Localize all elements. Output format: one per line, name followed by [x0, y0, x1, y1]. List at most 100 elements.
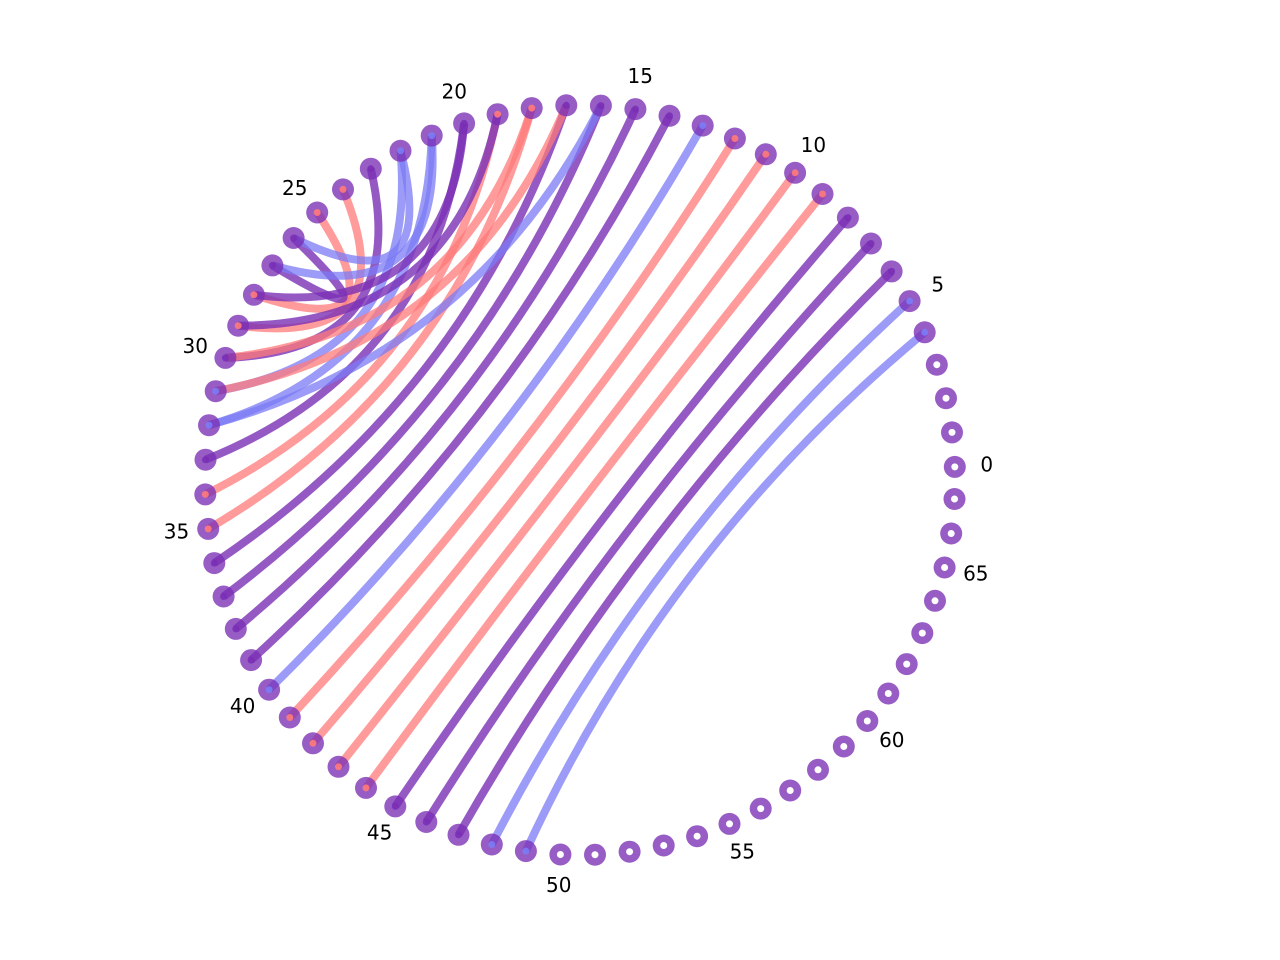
- node-19-center: [494, 110, 502, 118]
- node-17-center: [562, 101, 570, 109]
- node-65: [933, 556, 956, 579]
- node-14: [658, 104, 681, 127]
- tick-label-20: 20: [441, 79, 466, 103]
- node-50: [549, 843, 572, 866]
- link-14-39: [248, 113, 674, 664]
- node-7: [860, 232, 882, 255]
- node-50-center: [556, 851, 564, 858]
- node-20-center: [460, 119, 468, 127]
- node-26-center: [290, 234, 298, 242]
- node-45-center: [391, 802, 399, 810]
- node-54-center: [693, 832, 701, 840]
- node-31-center: [212, 387, 220, 395]
- link-22-26: [291, 149, 414, 265]
- node-13: [691, 114, 714, 137]
- tick-label-15: 15: [627, 64, 652, 88]
- labels-layer: 0 5 10 15 20 25 30 35 40 45 50 55 60 65: [164, 64, 993, 897]
- node-61: [877, 682, 900, 705]
- node-47-center: [455, 831, 462, 839]
- link-6-47: [455, 268, 895, 837]
- node-6-center: [888, 267, 896, 275]
- node-30: [214, 346, 237, 369]
- node-51: [584, 843, 606, 866]
- node-25: [306, 201, 329, 224]
- node-3-center: [933, 361, 941, 369]
- node-22: [389, 139, 412, 162]
- node-3: [925, 353, 948, 376]
- node-41-center: [286, 714, 294, 721]
- node-4-center: [921, 328, 929, 336]
- link-21-27: [271, 135, 437, 280]
- link-7-46: [422, 240, 874, 825]
- node-8: [836, 206, 859, 229]
- link-5-48: [488, 298, 913, 847]
- node-2-center: [942, 394, 950, 402]
- node-55-center: [726, 820, 733, 828]
- node-7-center: [867, 240, 875, 247]
- node-40-center: [265, 686, 273, 694]
- node-66-center: [947, 530, 955, 537]
- link-18-30: [224, 106, 536, 362]
- node-64-center: [931, 597, 939, 605]
- node-60: [856, 710, 879, 732]
- node-52-center: [626, 848, 634, 856]
- node-36: [203, 552, 226, 575]
- node-43: [327, 755, 350, 778]
- node-61-center: [884, 690, 892, 697]
- node-56: [749, 797, 772, 820]
- link-18-35: [206, 107, 536, 533]
- node-23-center: [367, 165, 375, 173]
- node-31: [204, 380, 227, 403]
- link-13-40: [266, 123, 707, 693]
- tick-label-10: 10: [801, 133, 826, 157]
- link-11-42: [309, 152, 770, 746]
- node-26: [282, 227, 305, 249]
- node-37: [212, 585, 235, 608]
- node-34-center: [201, 490, 209, 498]
- node-44: [355, 776, 377, 799]
- node-5: [898, 290, 921, 313]
- node-53-center: [660, 842, 668, 849]
- node-54: [686, 825, 709, 848]
- node-18-center: [528, 104, 536, 112]
- node-22-center: [397, 147, 404, 155]
- node-59: [832, 735, 855, 758]
- node-24-center: [339, 185, 347, 193]
- node-49: [514, 840, 537, 863]
- node-32-center: [205, 421, 213, 429]
- node-60-center: [863, 717, 871, 725]
- node-66: [940, 522, 963, 545]
- link-26-27: [270, 235, 348, 303]
- node-62-center: [903, 660, 911, 668]
- tick-label-45: 45: [367, 821, 392, 845]
- link-4-49: [522, 329, 928, 853]
- node-13-center: [699, 122, 707, 130]
- node-23: [359, 157, 382, 180]
- link-24-29: [237, 187, 365, 333]
- tick-label-35: 35: [164, 520, 189, 544]
- node-33: [194, 448, 217, 471]
- tick-label-30: 30: [182, 334, 207, 358]
- node-51-center: [591, 851, 599, 859]
- tick-label-60: 60: [879, 728, 904, 752]
- node-46-center: [422, 818, 430, 826]
- node-53: [652, 834, 675, 857]
- node-4: [913, 321, 936, 344]
- node-52: [618, 840, 641, 863]
- node-11: [754, 143, 777, 166]
- node-59-center: [840, 743, 848, 750]
- node-42-center: [309, 739, 317, 747]
- node-49-center: [522, 847, 530, 855]
- node-47: [447, 823, 470, 846]
- node-42: [302, 732, 324, 755]
- node-33-center: [202, 456, 209, 464]
- node-63-center: [918, 629, 926, 637]
- node-32: [198, 414, 220, 437]
- node-15: [624, 98, 647, 121]
- node-24: [332, 178, 354, 201]
- node-36-center: [210, 559, 218, 567]
- tick-label-55: 55: [730, 840, 755, 864]
- link-9-44: [362, 191, 826, 791]
- tick-label-25: 25: [282, 176, 307, 200]
